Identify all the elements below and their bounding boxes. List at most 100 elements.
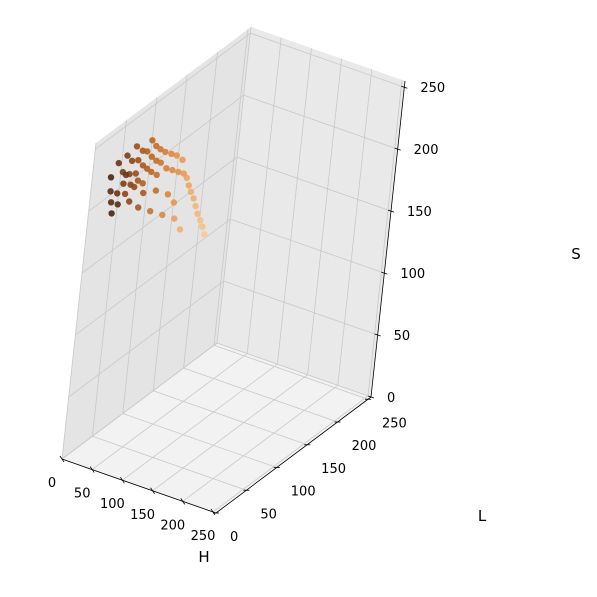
scatter-point bbox=[173, 152, 180, 159]
grid-line-l bbox=[183, 51, 218, 369]
z-tick-mark bbox=[381, 271, 388, 275]
y-axis-ticks: 0 50 100 150 200 250 bbox=[213, 398, 407, 545]
y-axis-line bbox=[215, 396, 372, 514]
scatter-point bbox=[185, 182, 192, 189]
x-tick-mark bbox=[180, 498, 186, 505]
scatter-point bbox=[187, 188, 195, 195]
scatter-point bbox=[148, 168, 155, 176]
left-pane bbox=[62, 27, 251, 459]
grid-line-l bbox=[92, 435, 247, 491]
scatter-point bbox=[139, 180, 146, 187]
scatter-point bbox=[148, 153, 155, 160]
scatter-point bbox=[126, 198, 133, 205]
z-axis-ticks: 0 50 100 150 200 250 bbox=[367, 81, 445, 406]
scatter-point bbox=[107, 199, 115, 206]
z-axis-line bbox=[370, 80, 406, 398]
grid-line-l bbox=[152, 74, 188, 391]
scatter-point bbox=[149, 137, 156, 144]
y-tick-label: 100 bbox=[291, 485, 316, 500]
x-axis-label: H bbox=[198, 548, 209, 566]
scatter-point bbox=[197, 217, 204, 224]
x-tick-label: 150 bbox=[130, 508, 155, 523]
scatter-point bbox=[175, 168, 182, 176]
grid-line-l bbox=[153, 390, 308, 446]
scatter-point bbox=[128, 157, 136, 164]
grid-line-h bbox=[367, 79, 403, 396]
scatter-point bbox=[162, 148, 169, 156]
grid-line-h bbox=[122, 363, 278, 481]
scatter-point bbox=[201, 231, 208, 238]
grid-line-l bbox=[213, 29, 249, 346]
scatter-point bbox=[179, 156, 186, 163]
x-tick-mark bbox=[120, 476, 125, 484]
z-tick-label: 200 bbox=[414, 143, 439, 158]
x-axis-line bbox=[61, 458, 217, 514]
scatter-point bbox=[199, 223, 206, 230]
scatter-point bbox=[107, 188, 114, 195]
scatter-point bbox=[133, 143, 141, 150]
z-tick-label: 150 bbox=[407, 205, 432, 220]
z-tick-label: 0 bbox=[387, 391, 395, 406]
grid-line-s bbox=[75, 218, 231, 336]
scatter-point bbox=[114, 190, 121, 197]
scatter-point bbox=[194, 210, 201, 217]
grid-line-l bbox=[122, 97, 158, 414]
grid-line-l bbox=[61, 142, 97, 460]
grid-line-h bbox=[276, 48, 312, 365]
grid-line-s bbox=[250, 32, 405, 88]
scatter-point bbox=[135, 157, 142, 164]
scatter-point bbox=[163, 165, 170, 172]
x-axis-ticks: 0 50 100 150 200 250 bbox=[48, 455, 215, 544]
scatter-point bbox=[147, 208, 154, 215]
grid-line-h bbox=[307, 58, 342, 375]
scatter-point bbox=[108, 210, 115, 217]
scatter-point bbox=[164, 191, 172, 198]
x-tick-mark bbox=[150, 487, 155, 494]
grid-line-h bbox=[212, 395, 369, 513]
grid-line-s bbox=[61, 342, 218, 460]
grid-line-h bbox=[216, 26, 252, 344]
axis-lines bbox=[61, 80, 406, 514]
scatter-point bbox=[192, 202, 199, 210]
scatter-point bbox=[157, 159, 164, 166]
scatter-point bbox=[171, 215, 178, 222]
back-pane bbox=[217, 27, 405, 397]
x-tick-mark bbox=[89, 466, 95, 473]
x-tick-label: 50 bbox=[74, 487, 91, 502]
grid-line-l bbox=[213, 344, 369, 400]
scatter-point bbox=[132, 170, 139, 177]
data-points bbox=[107, 137, 208, 238]
scatter-point bbox=[115, 159, 123, 167]
grid-line-h bbox=[246, 37, 282, 354]
z-tick-label: 250 bbox=[420, 81, 445, 96]
z-tick-mark bbox=[394, 147, 401, 151]
scatter-point bbox=[159, 211, 166, 219]
x-tick-label: 0 bbox=[48, 476, 56, 491]
grid-line-h bbox=[182, 385, 339, 502]
y-tick-label: 0 bbox=[230, 530, 238, 545]
scatter-point bbox=[183, 174, 190, 181]
grid-line-h bbox=[152, 374, 308, 492]
x-tick-label: 200 bbox=[160, 518, 185, 533]
z-tick-mark bbox=[401, 85, 408, 89]
scatter-point bbox=[107, 174, 115, 181]
grid-line-s bbox=[236, 156, 392, 212]
scatter-point bbox=[153, 171, 160, 179]
scatter-point bbox=[121, 190, 129, 198]
grid-line-s bbox=[243, 94, 398, 150]
grid-line-s bbox=[230, 218, 385, 274]
y-axis-label: L bbox=[478, 507, 487, 525]
y-tick-label: 250 bbox=[382, 416, 407, 431]
scatter-point bbox=[120, 180, 127, 187]
scatter-point bbox=[140, 189, 147, 197]
scatter-point bbox=[152, 187, 160, 194]
z-tick-mark bbox=[374, 333, 381, 337]
y-tick-label: 150 bbox=[321, 462, 346, 477]
z-axis-label: S bbox=[571, 245, 581, 263]
scatter-point bbox=[134, 177, 142, 184]
scatter-point bbox=[190, 195, 197, 202]
scatter-point bbox=[131, 183, 138, 191]
grid-line-l bbox=[183, 367, 338, 423]
scatter-point bbox=[135, 204, 142, 211]
